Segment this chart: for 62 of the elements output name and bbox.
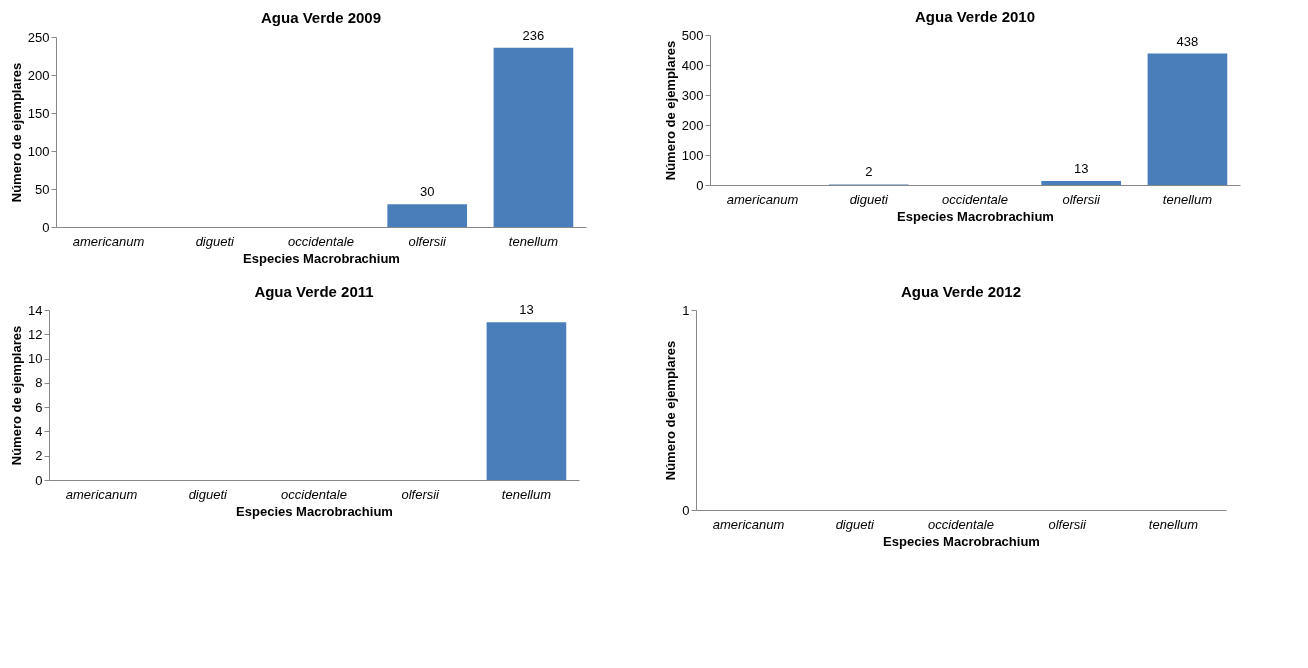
y-tick-label: 6 xyxy=(35,399,43,415)
x-tick-label: tenellum xyxy=(1162,191,1213,207)
x-tick-label: digueti xyxy=(849,191,890,207)
y-tick-label: 0 xyxy=(682,502,690,518)
y-tick-label: 150 xyxy=(27,105,50,121)
y-axis-title: Número de ejemplares xyxy=(662,40,678,181)
data-label: 236 xyxy=(522,27,545,43)
x-tick-label: digueti xyxy=(835,516,876,532)
x-tick-label: occidentale xyxy=(281,486,347,502)
x-tick-label: tenellum xyxy=(508,233,559,249)
y-tick-label: 0 xyxy=(35,472,43,488)
y-tick-label: 400 xyxy=(681,57,704,73)
x-tick-label: americanum xyxy=(65,486,138,502)
x-axis-title: Especies Macrobrachium xyxy=(897,208,1054,224)
y-tick-label: 50 xyxy=(35,181,50,197)
chart-title: Agua Verde 2012 xyxy=(900,283,1022,300)
x-tick-label: tenellum xyxy=(501,486,552,502)
y-tick-label: 250 xyxy=(27,29,50,45)
x-tick-label: digueti xyxy=(188,486,229,502)
x-tick-label: digueti xyxy=(195,233,236,249)
x-tick-label: occidentale xyxy=(288,233,354,249)
x-tick-label: americanum xyxy=(72,233,145,249)
data-label: 2 xyxy=(865,164,873,180)
y-tick-label: 4 xyxy=(35,423,43,439)
chart-title: Agua Verde 2011 xyxy=(254,283,374,300)
y-tick-label: 12 xyxy=(28,326,43,342)
y-tick-label: 100 xyxy=(27,143,50,159)
x-tick-label: olfersii xyxy=(401,486,441,502)
x-tick-label: occidentale xyxy=(942,191,1008,207)
bar xyxy=(1041,181,1122,185)
x-tick-label: olfersii xyxy=(408,233,448,249)
y-axis-title: Número de ejemplares xyxy=(9,325,25,466)
x-tick-label: olfersii xyxy=(1062,191,1102,207)
y-tick-label: 0 xyxy=(42,219,50,235)
data-label: 13 xyxy=(519,302,534,318)
y-tick-label: 2 xyxy=(35,448,43,464)
x-tick-label: americanum xyxy=(712,516,785,532)
y-tick-label: 100 xyxy=(681,147,704,163)
x-tick-label: occidentale xyxy=(928,516,994,532)
x-tick-label: americanum xyxy=(726,191,799,207)
x-axis-title: Especies Macrobrachium xyxy=(883,533,1040,549)
x-axis-title: Especies Macrobrachium xyxy=(243,250,400,266)
data-label: 30 xyxy=(419,184,435,200)
y-tick-label: 0 xyxy=(696,177,704,193)
y-tick-label: 1 xyxy=(682,302,690,318)
y-tick-label: 14 xyxy=(28,302,43,318)
chart-title: Agua Verde 2010 xyxy=(914,8,1036,25)
data-label: 13 xyxy=(1073,161,1089,177)
y-tick-label: 200 xyxy=(27,67,50,83)
chart-title: Agua Verde 2009 xyxy=(260,8,382,26)
x-tick-label: tenellum xyxy=(1148,516,1199,532)
x-tick-label: olfersii xyxy=(1048,516,1088,532)
x-axis-title: Especies Macrobrachium xyxy=(236,503,393,519)
y-tick-label: 300 xyxy=(681,87,704,103)
y-tick-label: 10 xyxy=(28,351,43,367)
y-axis-title: Número de ejemplares xyxy=(663,340,679,481)
y-tick-label: 8 xyxy=(35,375,43,391)
data-label: 438 xyxy=(1176,33,1199,49)
y-axis-title: Número de ejemplares xyxy=(8,62,24,203)
bar xyxy=(1147,53,1228,185)
y-tick-label: 200 xyxy=(681,117,704,133)
y-tick-label: 500 xyxy=(681,27,704,43)
